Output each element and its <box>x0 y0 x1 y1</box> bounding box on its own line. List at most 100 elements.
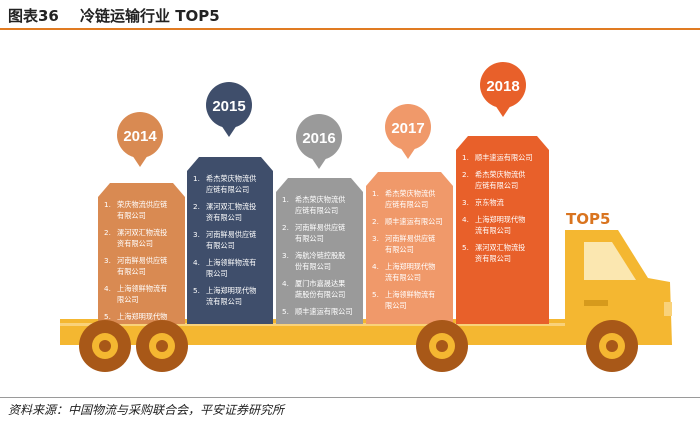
company-name-line: 有限公司 <box>385 245 414 254</box>
company-item: 5. 漯河双汇物流投 资有限公司 <box>462 242 545 264</box>
company-name-line: 1. 荣庆物流供应链 <box>104 199 181 210</box>
figure-footer: 资料来源：中国物流与采购联合会，平安证券研究所 <box>0 397 700 421</box>
company-item: 5. 上海领鲜物流有 限公司 <box>372 289 449 311</box>
company-name-line: 资有限公司 <box>475 254 511 263</box>
rank-number: 3. <box>372 234 379 243</box>
company-name: 希杰荣庆物流供 <box>206 174 257 183</box>
rank-number: 5. <box>193 286 200 295</box>
rank-number: 1. <box>104 200 111 209</box>
company-name: 上海郑明现代物 <box>475 215 526 224</box>
rank-number: 3. <box>193 230 200 239</box>
company-item: 4. 上海领鲜物流有 限公司 <box>193 257 269 279</box>
company-item: 3. 河南鲜易供应链 有限公司 <box>193 229 269 251</box>
company-item: 5.上海郑明现代物流有限公司 <box>193 285 269 307</box>
figure-title: 冷链运输行业 TOP5 <box>80 7 220 25</box>
year-label: 2017 <box>391 120 424 137</box>
year-badge <box>296 114 342 160</box>
wheel <box>586 320 638 372</box>
company-name-line: 2. 河南鲜易供应链 <box>282 222 359 233</box>
company-item: 1. 希杰荣庆物流供 应链有限公司 <box>372 188 449 210</box>
year-label: 2015 <box>212 98 245 115</box>
company-name: 上海郑明现代物 <box>206 286 257 295</box>
top5-label: TOP5 <box>566 210 610 228</box>
company-item: 4. 上海郑明现代物 流有限公司 <box>372 261 449 283</box>
company-item: 5. 顺丰速运有限公司 <box>282 306 359 317</box>
company-item: 1. 希杰荣庆物流供 应链有限公司 <box>193 173 269 195</box>
company-name-line: 3. 海航冷链控股股 <box>282 250 359 261</box>
year-badge <box>206 82 252 128</box>
company-list: 1. 希杰荣庆物流供 应链有限公司 2. 顺丰速运有限公司 3. 河南鲜易供应链 有限公司 4.… <box>372 188 449 311</box>
company-name: 漯河双汇物流投 <box>475 243 526 252</box>
figure-header: 图表36 冷链运输行业 TOP5 <box>0 0 700 30</box>
wheels <box>79 320 638 372</box>
column-block <box>98 183 185 324</box>
company-name-line: 流有限公司 <box>385 273 421 282</box>
year-badge-pointer <box>311 157 327 169</box>
company-name: 顺丰速运有限公司 <box>385 217 443 226</box>
company-item: 2. 顺丰速运有限公司 <box>372 216 449 227</box>
company-name: 京东物流 <box>475 198 504 207</box>
rank-number: 1. <box>282 195 289 204</box>
rank-number: 4. <box>104 284 111 293</box>
source-note: 资料来源：中国物流与采购联合会，平安证券研究所 <box>8 403 285 417</box>
company-name: 漯河双汇物流投 <box>206 202 257 211</box>
company-name: 荣庆物流供应链 <box>117 200 168 209</box>
company-name: 上海领鲜物流有 <box>117 284 168 293</box>
rank-number: 4. <box>462 215 469 224</box>
year-badge-pointer <box>132 155 148 167</box>
company-list: 1. 顺丰速运有限公司 2. 希杰荣庆物流供 应链有限公司 3. 京东物流 4. 上海郑明现代物… <box>462 152 545 264</box>
year-badge-pointer <box>400 147 416 159</box>
rank-number: 2. <box>193 202 200 211</box>
company-name-line: 3. 京东物流 <box>462 197 545 208</box>
company-name-line: 限公司 <box>206 269 228 278</box>
company-item: 4. 上海郑明现代物 流有限公司 <box>462 214 545 236</box>
company-name: 河南鲜易供应链 <box>295 223 346 232</box>
rank-number: 4. <box>193 258 200 267</box>
company-name: 漯河双汇物流投 <box>117 228 168 237</box>
company-name-line: 应链有限公司 <box>206 185 250 194</box>
rank-number: 2. <box>462 170 469 179</box>
company-item: 2. 河南鲜易供应链 有限公司 <box>282 222 359 244</box>
company-item: 3. 京东物流 <box>462 197 545 208</box>
company-name: 顺丰速运有限公司 <box>295 307 353 316</box>
company-name-line: 5. 上海郑明现代物 <box>193 285 269 296</box>
company-name-line: 有限公司 <box>117 267 146 276</box>
company-name-line: 有限公司 <box>295 234 324 243</box>
company-name-line: 有限公司 <box>117 211 146 220</box>
company-name-line: 3. 河南鲜易供应链 <box>193 229 269 240</box>
year-label: 2014 <box>123 128 157 145</box>
wheel <box>79 320 131 372</box>
company-item: 2. 漯河双汇物流投 资有限公司 <box>104 227 181 249</box>
company-list: 1. 荣庆物流供应链 有限公司 2. 漯河双汇物流投 资有限公司 3. 河南鲜易供应链 有限公司… <box>104 199 181 320</box>
company-name: 海航冷链控股股 <box>295 251 346 260</box>
company-name-line: 份有限公司 <box>295 262 331 271</box>
trailer-rail <box>60 323 580 326</box>
column-block <box>187 157 273 324</box>
company-name: 顺丰速运有限公司 <box>475 153 533 162</box>
company-name-line: 应链有限公司 <box>385 200 429 209</box>
column-block <box>276 178 363 324</box>
company-item: 1. 顺丰速运有限公司 <box>462 152 545 163</box>
company-name-line: 限公司 <box>385 301 407 310</box>
rank-number: 2. <box>282 223 289 232</box>
company-item: 1. 希杰荣庆物流供 应链有限公司 <box>282 194 359 216</box>
truck-cab: TOP5 <box>565 210 672 345</box>
company-name-line: 2. 漯河双汇物流投 <box>104 227 181 238</box>
company-name-line: 1. 希杰荣庆物流供 <box>282 194 359 205</box>
year-badge <box>385 104 431 150</box>
year-badge <box>480 62 526 108</box>
company-name-line: 4. 厦门市嘉晟达果 <box>282 278 359 289</box>
rank-number: 3. <box>104 256 111 265</box>
company-item: 4. 上海领鲜物流有 限公司 <box>104 283 181 305</box>
company-name-line: 5. 漯河双汇物流投 <box>462 242 545 253</box>
company-name-line: 资有限公司 <box>206 213 242 222</box>
company-name-line: 2. 希杰荣庆物流供 <box>462 169 545 180</box>
company-name: 上海郑明现代物 <box>117 312 168 320</box>
column-block <box>456 136 549 324</box>
